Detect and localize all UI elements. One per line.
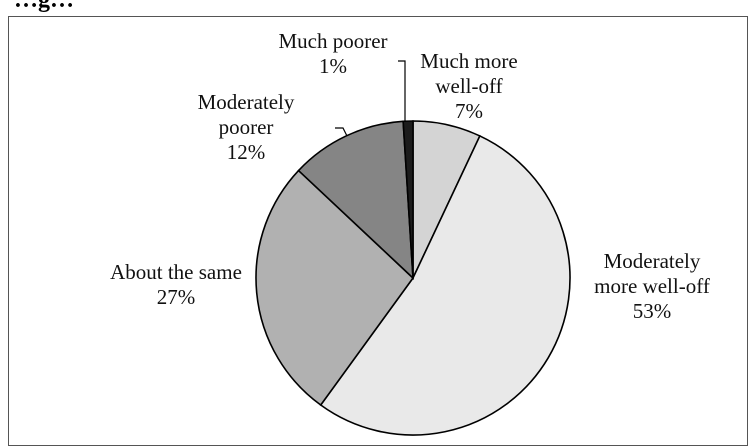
slice-label-2: About the same 27% (110, 260, 242, 309)
pie-slices (255, 120, 571, 436)
leader-much-poorer (398, 60, 406, 121)
pie-slice-3 (297, 120, 414, 280)
slice-label-3: Moderately poorer 12% (198, 90, 295, 164)
leader-lines (335, 60, 406, 137)
pie-slice-2 (255, 169, 415, 407)
slice-labels: Much more well-off 7% Moderately more well-o… (110, 29, 710, 323)
slice-label-0: Much more well-off 7% (420, 49, 517, 123)
slice-label-1: Moderately more well-off 53% (594, 249, 710, 323)
slice-label-4: Much poorer 1% (278, 29, 387, 78)
pie-slice-4 (402, 120, 414, 279)
leader-moderately-poorer (335, 127, 348, 137)
chart-title-fragment: …g… (14, 0, 74, 13)
pie-slice-1 (319, 134, 571, 436)
